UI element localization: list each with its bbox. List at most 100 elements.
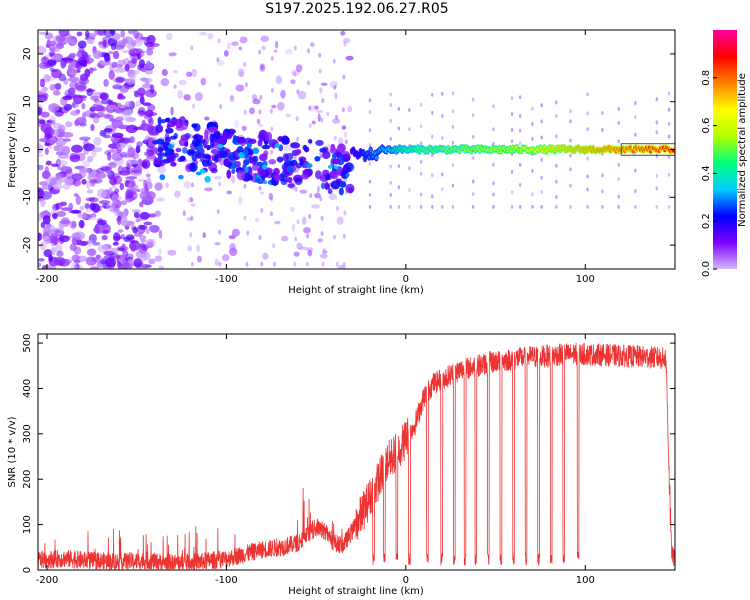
spectrogram-cell [261,45,266,51]
spectrogram-cell [272,243,276,249]
spectrogram-cell [191,154,198,162]
spectrogram-cell [320,82,328,86]
spectrogram-cell [245,261,249,267]
spectrogram-cell [431,92,434,97]
spectrogram-cell [308,213,312,219]
spectrogram-cell [238,46,243,51]
spectrogram-cell [329,170,339,180]
spectrogram-cell [667,204,671,209]
spectrogram-cell [419,159,423,164]
spectrogram-cell [667,121,671,126]
spectrogram-cell [48,176,58,187]
spectrogram-cell [84,203,90,209]
spectrogram-cell [258,49,262,55]
spectrogram-cell [130,166,143,174]
spectrogram-cell [100,99,112,105]
spectrogram-cell [472,179,475,184]
spectrogram-cell [319,155,323,159]
spectrogram-cell [286,176,293,184]
spectrogram-cell [311,120,316,125]
spectrogram-cell [39,78,45,86]
spectrogram-cell [156,197,165,202]
spectrogram-cell [134,93,145,98]
spectrogram-cell [159,174,166,181]
spectrogram-cell [138,178,145,182]
spectrogram-cell [319,196,323,202]
spectrogram-cell [305,261,309,267]
spectrogram-cell [431,173,434,178]
spectrogram-cell [38,233,42,242]
spectrogram-cell [40,56,49,65]
spectrogram-cell [108,70,115,80]
spectrogram-cell [113,175,123,185]
spectrogram-cell [77,95,87,99]
spectrogram-cell [345,172,350,178]
spectrogram-cell [389,192,392,197]
spectrogram-cell [157,146,164,153]
spectrogram-cell [248,107,255,115]
spectrogram-cell [175,118,183,129]
spectrogram-cell [321,169,330,177]
spectrogram-cell [192,135,198,140]
spectrogram-cell [308,105,312,111]
spectrogram-cell [103,79,109,87]
spectrogram-cell [314,170,322,180]
spectrogram-cell [187,245,193,252]
spectrogram-cell [295,149,302,155]
spectrogram-cell [317,238,323,243]
spectrogram-cell [38,144,44,154]
spectrogram-cell [91,150,97,158]
spectrogram-cell [48,51,56,57]
spectrogram-cell [199,32,208,36]
spectrogram-cell [55,158,62,168]
spectrogram-cell [48,40,57,47]
spectrogram-cell [329,80,338,89]
spectrogram-cell [397,106,401,111]
spectrogram-cell [103,30,115,38]
spectrogram-cell [114,188,120,194]
spectrogram-cell [43,210,49,215]
spectrogram-cell [125,176,138,180]
spectrogram-cell [237,68,245,78]
spectrogram-cell [492,162,495,167]
spectrogram-cell [287,183,295,188]
spectrogram-cell [160,119,167,124]
spectrogram-cell [518,95,522,100]
spectrogram-cell [200,77,207,86]
spectrogram-cell [137,158,143,169]
spectrogram-cell [86,88,94,97]
spectrogram-cell [216,136,227,145]
spectrogram-cell [120,30,126,38]
spectrogram-cell [53,144,65,152]
spectrogram-cell [108,187,113,195]
spectrogram-cell [306,163,313,168]
spectrogram-cell [248,156,254,164]
spectrogram-cell [273,49,278,53]
snr-y-tick-label: 300 [22,424,33,443]
spectrogram-cell [518,141,522,146]
spectrogram-cell [368,161,372,166]
spectrogram-cell [389,118,392,123]
spectrogram-cell [226,169,232,179]
spectrogram-cell [252,147,260,154]
spectrogram-cell [119,182,125,191]
spectrogram-cell [667,194,671,199]
spectrogram-cell [408,188,411,193]
spectrogram-cell [332,153,337,159]
spectrogram-cell [263,150,269,157]
spectrogram-cell [236,170,246,181]
spectrogram-cell [214,175,222,180]
spectrogram-cell [451,140,455,145]
spectrogram-cell [157,165,166,174]
spectrogram-cell [91,103,99,111]
spectrogram-cell [342,233,346,239]
spectrogram-cell [244,166,249,173]
spectrogram-cell [75,195,81,206]
spectrogram-cell [140,187,147,195]
spectrogram-cell [293,261,297,267]
spectrogram-cell [264,131,269,142]
spectrogram-cell [107,151,112,161]
spectrogram-cell [138,107,146,115]
spectrogram-cell [223,50,229,57]
spectrogram-cell [86,38,95,45]
